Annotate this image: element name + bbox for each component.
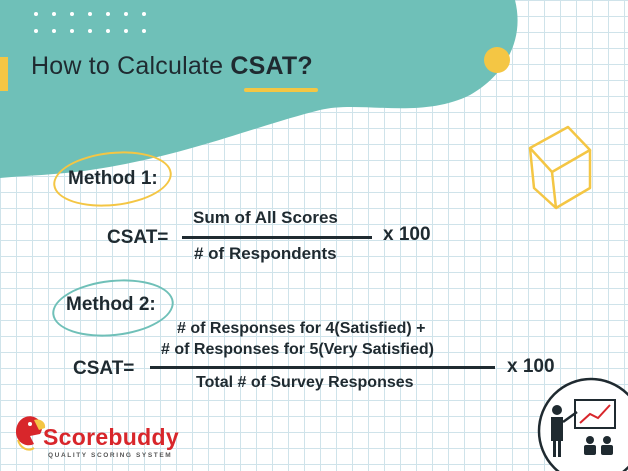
parrot-logo-icon bbox=[16, 416, 46, 451]
method1-fraction-line bbox=[182, 236, 372, 239]
method2-label: Method 2: bbox=[66, 294, 156, 315]
method1-numerator: Sum of All Scores bbox=[193, 208, 338, 227]
title-prefix: How to Calculate bbox=[31, 52, 231, 80]
brand-logo-name: Scorebuddy bbox=[43, 424, 179, 450]
method2-multiplier: x 100 bbox=[507, 356, 555, 377]
title-accent-bar bbox=[0, 57, 8, 91]
method2-fraction-line bbox=[150, 366, 495, 369]
title-underline bbox=[244, 88, 318, 92]
method2-numerator-line2: # of Responses for 5(Very Satisfied) bbox=[161, 341, 434, 358]
presenter-chart-icon bbox=[537, 377, 628, 471]
method1-denominator: # of Respondents bbox=[194, 244, 337, 263]
method2-denominator: Total # of Survey Responses bbox=[196, 374, 414, 391]
title-accent: CSAT? bbox=[230, 52, 313, 80]
cube-icon bbox=[528, 125, 592, 210]
method2-lhs: CSAT= bbox=[73, 358, 135, 379]
method1-lhs: CSAT= bbox=[107, 227, 169, 248]
dot-grid bbox=[34, 12, 146, 33]
page-title: How to Calculate CSAT? bbox=[31, 52, 313, 81]
method2-numerator-line1: # of Responses for 4(Satisfied) + bbox=[177, 320, 426, 337]
yellow-circle bbox=[484, 47, 510, 73]
method1-label: Method 1: bbox=[68, 168, 158, 189]
brand-logo-tagline: QUALITY SCORING SYSTEM bbox=[48, 452, 173, 459]
method1-multiplier: x 100 bbox=[383, 224, 431, 245]
